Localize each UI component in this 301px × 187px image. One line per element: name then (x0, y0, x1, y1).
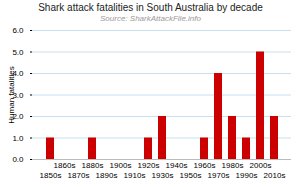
svg-text:1940s: 1940s (166, 161, 188, 170)
svg-text:1950s: 1950s (180, 171, 202, 180)
html-text:Shark attack fatalities in Sou: Shark attack fatalities in South Austral… (38, 2, 263, 13)
svg-text:1890s: 1890s (96, 171, 118, 180)
svg-text:3.0: 3.0 (12, 90, 24, 100)
svg-text:4.0: 4.0 (12, 69, 24, 79)
svg-text:1850s: 1850s (40, 171, 62, 180)
svg-text:1900s: 1900s (110, 161, 132, 170)
svg-text:5.0: 5.0 (12, 48, 24, 57)
svg-text:1990s: 1990s (236, 171, 258, 180)
svg-text:1.0: 1.0 (12, 134, 24, 143)
svg-text:0.0: 0.0 (12, 155, 24, 164)
svg-text:1910s: 1910s (124, 171, 146, 180)
svg-text:1960s: 1960s (194, 161, 216, 170)
svg-text:6.0: 6.0 (12, 26, 24, 35)
svg-text:Human fatalities: Human fatalities (7, 66, 16, 123)
svg-text:1870s: 1870s (68, 171, 90, 180)
svg-text:1980s: 1980s (222, 161, 244, 170)
svg-text:1860s: 1860s (54, 161, 76, 170)
svg-text:2010s: 2010s (264, 171, 286, 180)
svg-text:2.0: 2.0 (12, 112, 24, 122)
svg-text:1970s: 1970s (208, 171, 230, 180)
svg-text:1920s: 1920s (138, 161, 160, 170)
html-text:Source: SharkAttackFile.info: Source: SharkAttackFile.info (100, 14, 201, 23)
svg-text:1880s: 1880s (82, 161, 104, 170)
svg-text:1930s: 1930s (152, 171, 174, 180)
svg-text:2000s: 2000s (250, 161, 272, 170)
